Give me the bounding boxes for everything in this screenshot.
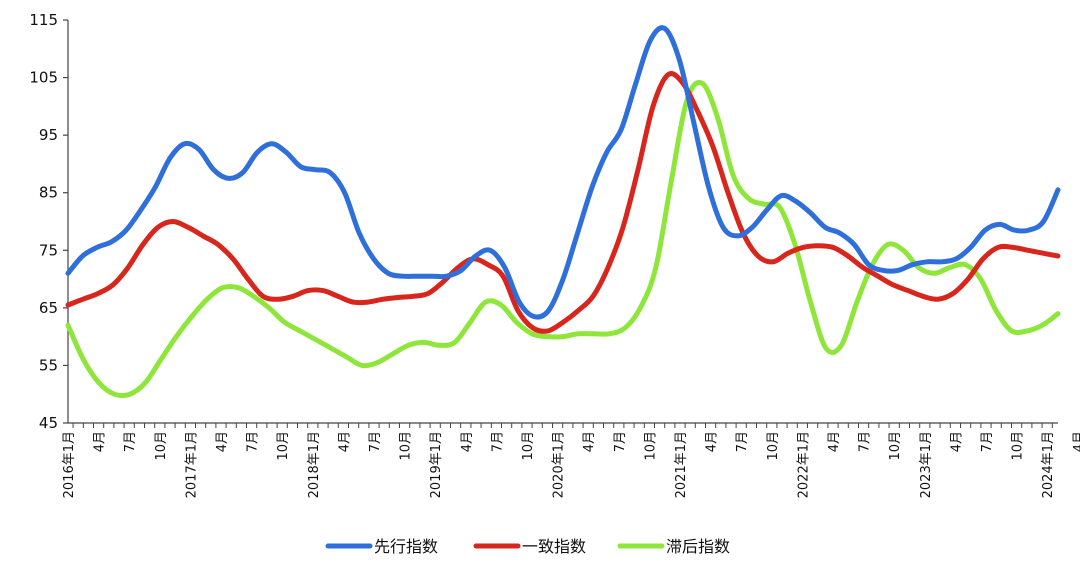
x-tick-label: 4月 [705,431,720,452]
x-tick-label: 10月 [399,431,414,461]
x-tick-label: 7月 [980,431,995,452]
legend-item-lagging: 滞后指数 [617,537,730,556]
y-tick-label: 55 [39,356,58,374]
x-tick-label: 2016年1月 [62,431,77,498]
y-tick-label: 95 [39,126,58,144]
x-tick-label: 4月 [582,431,597,452]
x-tick-label: 7月 [613,431,628,452]
x-tick-label: 10月 [276,431,291,461]
x-tick-label: 4月 [949,431,964,452]
x-tick-label: 7月 [735,431,750,452]
legend-label: 滞后指数 [666,537,730,556]
x-tick-label: 2022年1月 [796,431,811,498]
lagging-index-line [65,79,1061,399]
x-tick-label: 7月 [123,431,138,452]
legend-label: 一致指数 [522,537,586,556]
x-tick-label: 10月 [521,431,536,461]
y-tick-label: 105 [29,69,58,87]
coincident-index-line [65,71,1061,334]
x-tick-label: 7月 [490,431,505,452]
x-tick-label: 10月 [766,431,781,461]
x-tick-label: 10月 [154,431,169,461]
x-tick-label: 7月 [246,431,261,452]
leading-index-line [65,25,1061,320]
x-tick-label: 2024年1月 [1041,431,1056,498]
legend-item-coincident: 一致指数 [473,537,586,556]
x-tick-label: 7月 [368,431,383,452]
x-tick-label: 10月 [888,431,903,461]
y-tick-label: 75 [39,241,58,259]
x-tick-label: 4月 [337,431,352,452]
x-tick-label: 4月 [460,431,475,452]
y-tick-label: 85 [39,184,58,202]
x-tick-label: 2020年1月 [552,431,567,498]
x-tick-label: 2021年1月 [674,431,689,498]
y-tick-label: 115 [29,11,58,29]
legend-label: 先行指数 [374,537,438,556]
x-tick-label: 2019年1月 [429,431,444,498]
x-tick-label: 2017年1月 [184,431,199,498]
x-tick-label: 4月 [1072,431,1080,452]
x-tick-label: 4月 [93,431,108,452]
legend-item-leading: 先行指数 [325,537,438,556]
x-tick-label: 2018年1月 [307,431,322,498]
x-tick-label: 10月 [643,431,658,461]
x-tick-label: 10月 [1011,431,1026,461]
y-tick-label: 45 [39,414,58,432]
y-tick-label: 65 [39,299,58,317]
x-tick-label: 7月 [858,431,873,452]
x-tick-label: 4月 [215,431,230,452]
x-tick-label: 4月 [827,431,842,452]
x-tick-label: 2023年1月 [919,431,934,498]
